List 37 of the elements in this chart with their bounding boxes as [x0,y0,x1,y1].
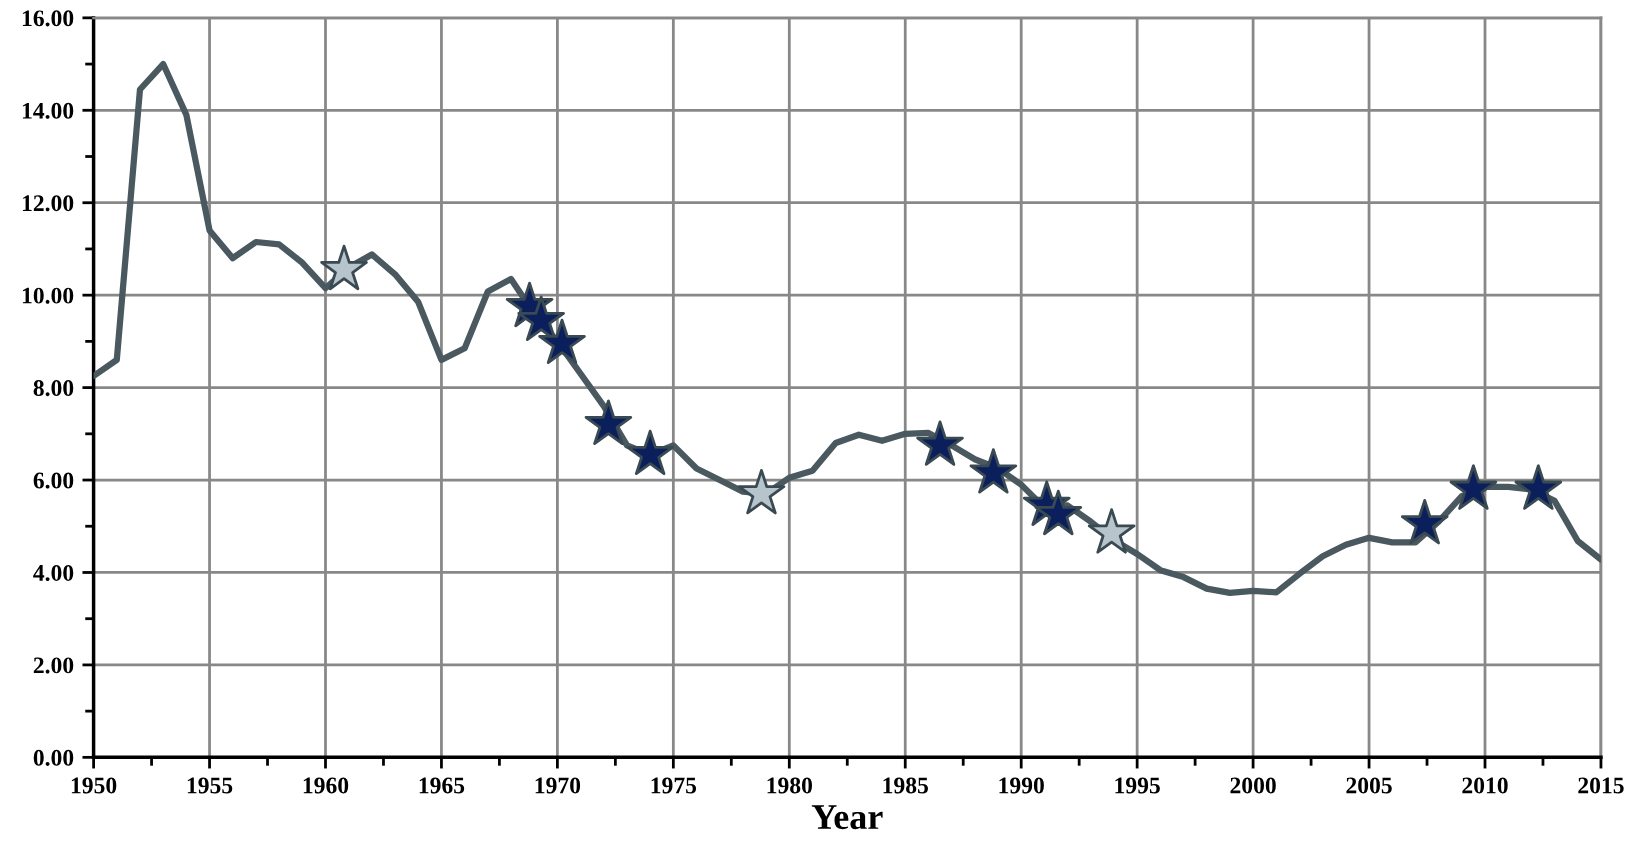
point [916,420,964,466]
point [1400,499,1449,545]
x-tick-label: 1970 [535,777,581,794]
point [320,244,368,291]
x-tick-label: 1980 [767,777,813,794]
x-tick-label: 1950 [71,777,117,794]
x-tick-label: 2005 [1346,777,1392,794]
y-tick-label: 0.00 [33,749,74,766]
y-tick-label: 4.00 [33,564,74,581]
y-tick-label: 2.00 [33,657,74,674]
y-tick-label: 16.00 [22,10,74,27]
x-axis-title: Year [811,805,883,830]
y-tick-label: 8.00 [33,380,74,397]
point [517,295,565,342]
x-tick-label: 1985 [883,777,928,794]
x-tick-label: 1990 [999,777,1044,794]
x-tick-label: 2015 [1578,777,1624,794]
point [626,429,674,476]
point [1087,508,1136,554]
point [969,448,1018,494]
x-tick-label: 1955 [187,777,233,794]
point [538,318,586,365]
point [584,399,633,446]
y-tick-label: 14.00 [22,102,74,119]
x-tick-label: 1965 [419,777,465,794]
x-tick-label: 2000 [1230,777,1276,794]
x-tick-label: 1995 [1115,777,1160,794]
y-tick-label: 12.00 [22,195,74,212]
y-tick-label: 10.00 [22,287,74,304]
x-tick-label: 1960 [303,777,349,794]
point [1034,489,1083,536]
x-tick-label: 2010 [1462,777,1508,794]
point [1449,464,1498,510]
y-tick-label: 6.00 [33,472,74,489]
x-tick-label: 1975 [651,777,697,794]
point [737,468,786,515]
point [1514,464,1563,510]
